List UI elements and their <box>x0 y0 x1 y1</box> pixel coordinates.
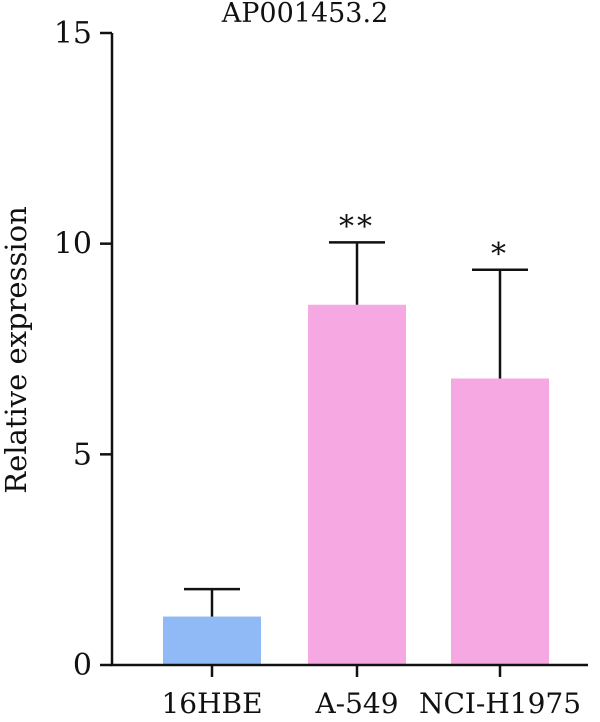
x-tick-label-NCI-H1975: NCI-H1975 <box>419 687 581 720</box>
y-tick-label-15: 15 <box>54 16 92 51</box>
chart-title: AP001453.2 <box>221 0 389 29</box>
x-tick-label-A-549: A-549 <box>314 687 398 720</box>
significance-NCI-H1975: * <box>491 237 509 272</box>
y-tick-label-5: 5 <box>73 437 92 472</box>
bar-NCI-H1975 <box>451 378 549 665</box>
y-axis-label: Relative expression <box>0 206 33 494</box>
bar-A-549 <box>308 304 406 665</box>
y-tick-label-10: 10 <box>54 227 92 262</box>
bar-16HBE <box>163 616 261 665</box>
chart-marks: 0 5 10 15 16HBE ** A-549 * NCI-H1975 <box>54 16 581 720</box>
significance-A-549: ** <box>339 209 375 244</box>
x-tick-label-16HBE: 16HBE <box>161 687 262 720</box>
y-tick-label-0: 0 <box>73 648 92 683</box>
